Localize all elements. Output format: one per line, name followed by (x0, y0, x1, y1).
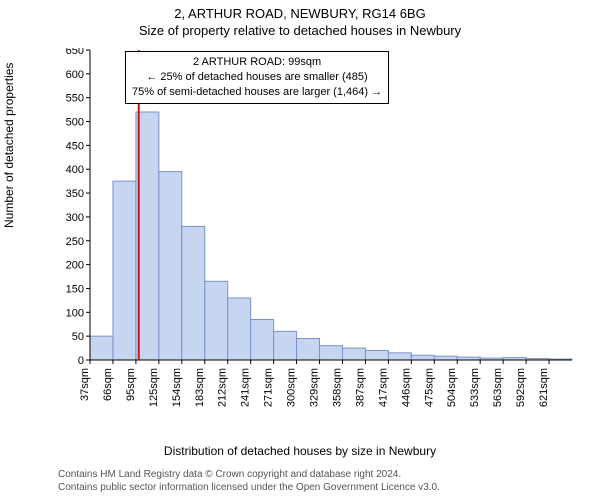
annotation-line2: ← 25% of detached houses are smaller (48… (132, 70, 382, 85)
footer-line2: Contains public sector information licen… (58, 481, 440, 494)
svg-text:358sqm: 358sqm (331, 368, 343, 407)
svg-text:271sqm: 271sqm (263, 368, 275, 407)
svg-text:66sqm: 66sqm (102, 368, 114, 401)
footer: Contains HM Land Registry data © Crown c… (58, 468, 440, 494)
svg-text:250: 250 (66, 236, 84, 248)
svg-text:563sqm: 563sqm (492, 368, 504, 407)
svg-text:150: 150 (66, 283, 84, 295)
svg-text:300sqm: 300sqm (286, 368, 298, 407)
annotation-line1: 2 ARTHUR ROAD: 99sqm (132, 55, 382, 70)
svg-text:504sqm: 504sqm (446, 368, 458, 407)
svg-text:592sqm: 592sqm (515, 368, 527, 407)
svg-text:212sqm: 212sqm (217, 368, 229, 407)
svg-text:500: 500 (66, 117, 84, 129)
svg-text:300: 300 (66, 212, 84, 224)
annotation-box: 2 ARTHUR ROAD: 99sqm ← 25% of detached h… (125, 51, 389, 104)
svg-text:417sqm: 417sqm (377, 368, 389, 407)
svg-text:100: 100 (66, 307, 84, 319)
footer-line1: Contains HM Land Registry data © Crown c… (58, 468, 440, 481)
title-main: 2, ARTHUR ROAD, NEWBURY, RG14 6BG (0, 0, 600, 21)
svg-text:387sqm: 387sqm (354, 368, 366, 407)
plot-area: 0 50 100 150 200 250 300 350 400 450 500 550 600 650 3… (58, 48, 578, 408)
title-sub: Size of property relative to detached ho… (0, 21, 600, 38)
svg-text:533sqm: 533sqm (469, 368, 481, 407)
x-axis-label: Distribution of detached houses by size … (0, 444, 600, 458)
svg-text:125sqm: 125sqm (148, 368, 160, 407)
svg-text:200: 200 (66, 260, 84, 272)
svg-text:650: 650 (66, 48, 84, 57)
svg-text:350: 350 (66, 188, 84, 200)
svg-text:37sqm: 37sqm (79, 368, 91, 401)
chart-container: 2, ARTHUR ROAD, NEWBURY, RG14 6BG Size o… (0, 0, 600, 500)
svg-text:329sqm: 329sqm (309, 368, 321, 407)
svg-text:183sqm: 183sqm (194, 368, 206, 407)
annotation-line3: 75% of semi-detached houses are larger (… (132, 85, 382, 100)
svg-text:475sqm: 475sqm (423, 368, 435, 407)
svg-text:446sqm: 446sqm (400, 368, 412, 407)
svg-text:154sqm: 154sqm (171, 368, 183, 407)
svg-text:0: 0 (78, 355, 84, 367)
svg-text:241sqm: 241sqm (240, 368, 252, 407)
svg-text:95sqm: 95sqm (125, 368, 137, 401)
svg-text:450: 450 (66, 140, 84, 152)
y-axis-label: Number of detached properties (2, 63, 16, 228)
svg-text:400: 400 (66, 164, 84, 176)
svg-text:550: 550 (66, 93, 84, 105)
svg-text:621sqm: 621sqm (538, 368, 550, 407)
svg-text:600: 600 (66, 69, 84, 81)
svg-text:50: 50 (72, 331, 84, 343)
